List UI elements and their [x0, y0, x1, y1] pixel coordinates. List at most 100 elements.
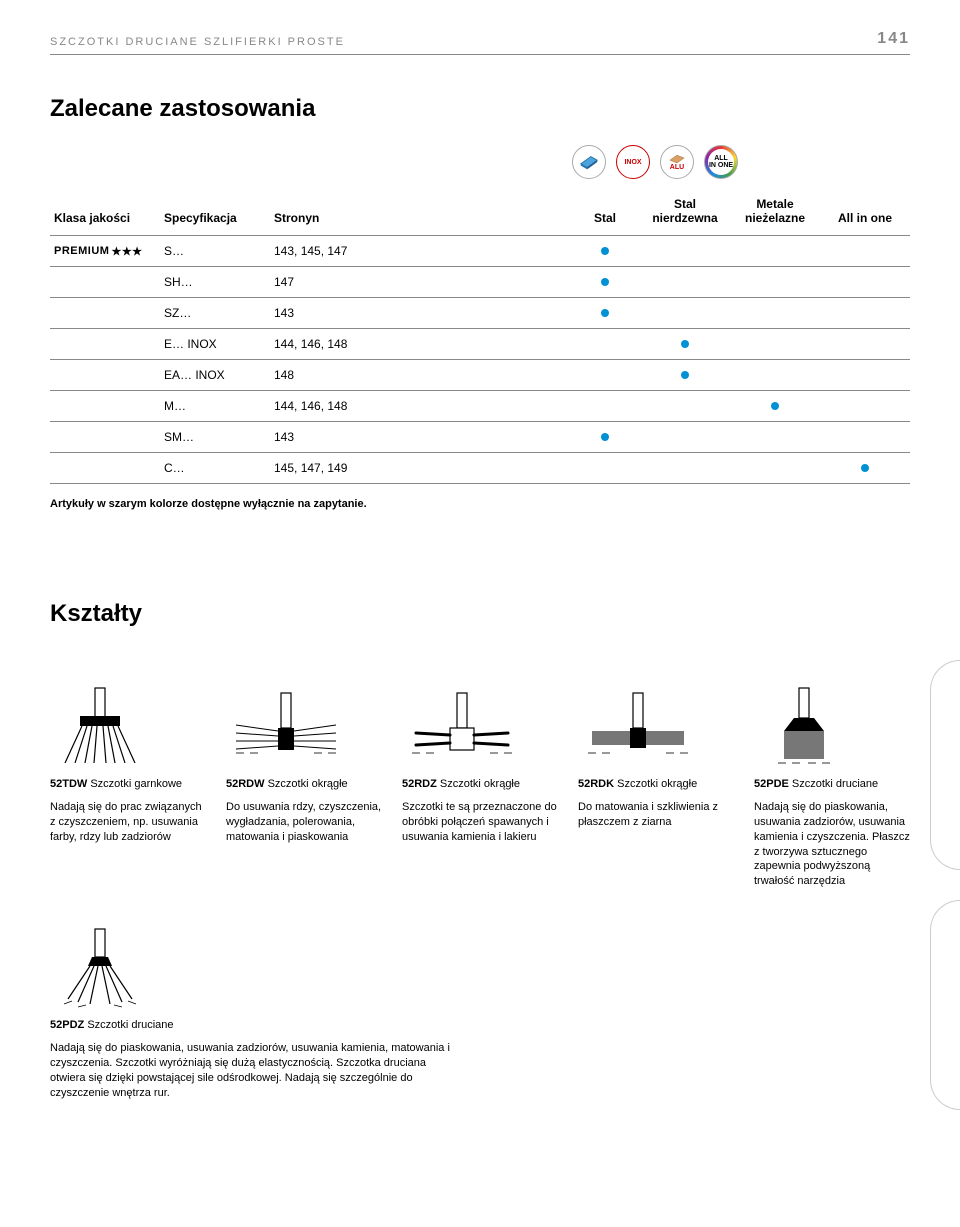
- shape-label: 52RDW Szczotki okrągłe: [226, 778, 382, 790]
- dot-icon: [601, 309, 609, 317]
- shapes-section: Kształty 52TDW Szczotki garnkowe Nadają …: [50, 600, 910, 1100]
- cell-spec: M…: [160, 391, 270, 422]
- shapes-row-1: 52TDW Szczotki garnkowe Nadają się do pr…: [50, 678, 910, 889]
- col-allinone: All in one: [820, 191, 910, 236]
- header-title: SZCZOTKI DRUCIANE SZLIFIERKI PROSTE: [50, 36, 345, 48]
- cell-metale: [730, 360, 820, 391]
- shape-label: 52RDZ Szczotki okrągłe: [402, 778, 558, 790]
- table-row: C… 145, 147, 149: [50, 453, 910, 484]
- shape-52rdz: 52RDZ Szczotki okrągłe Szczotki te są pr…: [402, 678, 558, 889]
- cell-stal: [570, 453, 640, 484]
- shape-desc: Nadają się do piaskowania, usuwania zadz…: [754, 800, 910, 889]
- shape-desc: Do usuwania rdzy, czyszczenia, wygładzan…: [226, 800, 382, 845]
- cell-metale: [730, 453, 820, 484]
- cell-metale: [730, 267, 820, 298]
- cell-klasa: [50, 453, 160, 484]
- cell-spec: S…: [160, 236, 270, 267]
- cell-inox: [640, 298, 730, 329]
- table-row: EA… INOX 148: [50, 360, 910, 391]
- cell-stronyn: 144, 146, 148: [270, 391, 570, 422]
- page-number: 141: [877, 30, 910, 48]
- dot-icon: [861, 464, 869, 472]
- page-header: SZCZOTKI DRUCIANE SZLIFIERKI PROSTE 141: [50, 30, 910, 55]
- cell-metale: [730, 391, 820, 422]
- cell-spec: SM…: [160, 422, 270, 453]
- table-row: PREMIUM★★★ S… 143, 145, 147: [50, 236, 910, 267]
- cell-metale: [730, 298, 820, 329]
- shape-desc: Nadają się do prac związanych z czyszcze…: [50, 800, 206, 845]
- cell-inox: [640, 422, 730, 453]
- shape-label: 52RDK Szczotki okrągłe: [578, 778, 734, 790]
- brush-wheel-crimped-icon: [226, 678, 382, 768]
- dot-icon: [771, 402, 779, 410]
- cell-stronyn: 148: [270, 360, 570, 391]
- cell-inox: [640, 391, 730, 422]
- cell-inox: [640, 267, 730, 298]
- shape-52pdz: 52PDZ Szczotki druciane Nadają się do pi…: [50, 919, 463, 1100]
- cell-stronyn: 143, 145, 147: [270, 236, 570, 267]
- table-header-row: Klasa jakości Specyfikacja Stronyn Stal …: [50, 191, 910, 236]
- cell-stronyn: 145, 147, 149: [270, 453, 570, 484]
- decorative-arc: [930, 660, 960, 870]
- table-row: E… INOX 144, 146, 148: [50, 329, 910, 360]
- cell-inox: [640, 236, 730, 267]
- shape-label: 52PDE Szczotki druciane: [754, 778, 910, 790]
- cell-inox: [640, 329, 730, 360]
- cell-stal: [570, 422, 640, 453]
- cell-stronyn: 144, 146, 148: [270, 329, 570, 360]
- dot-icon: [601, 247, 609, 255]
- dot-icon: [601, 433, 609, 441]
- cell-all: [820, 391, 910, 422]
- table-row: SH… 147: [50, 267, 910, 298]
- shape-desc: Nadają się do piaskowania, usuwania zadz…: [50, 1041, 463, 1100]
- cell-inox: [640, 360, 730, 391]
- dot-icon: [681, 340, 689, 348]
- shapes-row-2: 52PDZ Szczotki druciane Nadają się do pi…: [50, 919, 910, 1100]
- table-row: SM… 143: [50, 422, 910, 453]
- cell-spec: C…: [160, 453, 270, 484]
- dot-icon: [681, 371, 689, 379]
- col-stal-nierdzewna: Stalnierdzewna: [640, 191, 730, 236]
- cell-spec: SZ…: [160, 298, 270, 329]
- compatibility-table: Klasa jakości Specyfikacja Stronyn Stal …: [50, 191, 910, 484]
- cell-metale: [730, 422, 820, 453]
- cell-spec: E… INOX: [160, 329, 270, 360]
- steel-icon: [572, 145, 606, 179]
- col-klasa: Klasa jakości: [50, 191, 160, 236]
- col-stal: Stal: [570, 191, 640, 236]
- inox-icon: INOX: [616, 145, 650, 179]
- cell-klasa: [50, 329, 160, 360]
- cell-all: [820, 453, 910, 484]
- cell-metale: [730, 329, 820, 360]
- cell-stal: [570, 267, 640, 298]
- brush-cup-icon: [50, 678, 206, 768]
- table-footnote: Artykuły w szarym kolorze dostępne wyłąc…: [50, 498, 910, 510]
- section-title-applications: Zalecane zastosowania: [50, 95, 910, 123]
- cell-stronyn: 147: [270, 267, 570, 298]
- cell-all: [820, 236, 910, 267]
- brush-end-coated-icon: [754, 678, 910, 768]
- col-metale: Metalenieżelazne: [730, 191, 820, 236]
- section-title-shapes: Kształty: [50, 600, 910, 628]
- col-spec: Specyfikacja: [160, 191, 270, 236]
- cell-all: [820, 360, 910, 391]
- table-row: M… 144, 146, 148: [50, 391, 910, 422]
- col-stronyn: Stronyn: [270, 191, 570, 236]
- cell-klasa: [50, 298, 160, 329]
- cell-all: [820, 298, 910, 329]
- cell-spec: EA… INOX: [160, 360, 270, 391]
- brush-wheel-knotted-icon: [402, 678, 558, 768]
- cell-all: [820, 329, 910, 360]
- shape-desc: Do matowania i szkliwienia z płaszczem z…: [578, 800, 734, 830]
- cell-stal: [570, 298, 640, 329]
- material-icons-row: INOX ALU ALLIN ONE: [50, 145, 910, 179]
- dot-icon: [601, 278, 609, 286]
- alu-icon: ALU: [660, 145, 694, 179]
- cell-klasa: [50, 391, 160, 422]
- decorative-arc: [930, 900, 960, 1110]
- shape-52rdk: 52RDK Szczotki okrągłe Do matowania i sz…: [578, 678, 734, 889]
- cell-stal: [570, 360, 640, 391]
- table-row: SZ… 143: [50, 298, 910, 329]
- cell-stal: [570, 236, 640, 267]
- cell-metale: [730, 236, 820, 267]
